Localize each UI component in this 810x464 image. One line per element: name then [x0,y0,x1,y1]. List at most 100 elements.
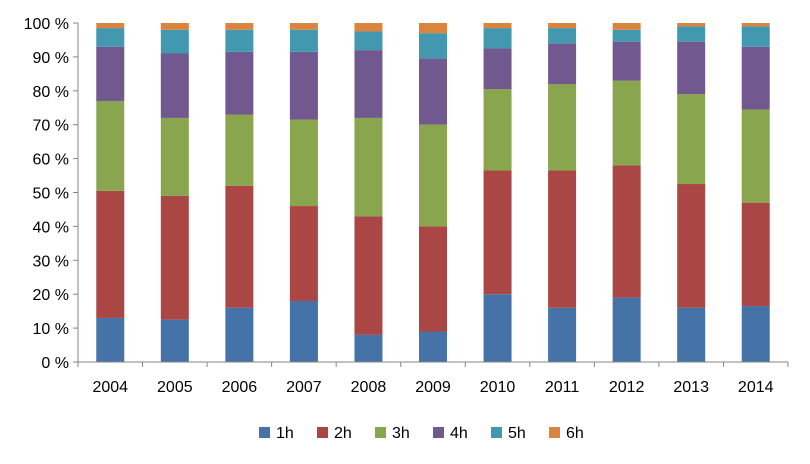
bar-segment-6h-2013 [677,23,706,27]
bar-segment-3h-2010 [483,89,512,171]
y-tick-label: 10 % [33,321,69,338]
x-tick-label: 2010 [480,379,516,396]
legend-label-1h: 1h [276,425,294,442]
bar-segment-1h-2004 [96,317,125,362]
bar-segment-1h-2008 [354,334,383,362]
bar-segment-2h-2008 [354,216,383,335]
bar-segment-5h-2004 [96,28,125,47]
bar-segment-3h-2009 [419,124,447,227]
bar-segment-2h-2009 [419,226,447,332]
x-tick-label: 2005 [157,379,193,396]
y-tick-label: 40 % [33,219,69,236]
bar-segment-1h-2013 [677,307,706,362]
x-tick-label: 2014 [738,379,774,396]
legend-swatch-3h [375,427,386,438]
bar-segment-4h-2005 [160,53,189,118]
legend-label-6h: 6h [566,425,584,442]
legend-label-2h: 2h [334,425,352,442]
bar-segment-2h-2010 [483,170,512,295]
legend-swatch-4h [433,427,444,438]
legend-label-4h: 4h [450,425,468,442]
legend: 1h 2h 3h 4h 5h 6h [259,425,584,442]
bar-segment-4h-2013 [677,41,706,95]
bar-segment-1h-2010 [483,294,512,362]
x-tick-label: 2004 [92,379,128,396]
bar-segment-1h-2007 [289,300,318,362]
bar-segment-2h-2013 [677,184,706,308]
bar-segment-6h-2007 [289,23,318,30]
bar-segment-4h-2009 [419,58,447,125]
bar-segment-4h-2007 [289,51,318,120]
bar-segment-3h-2004 [96,100,125,191]
y-tick-label: 70 % [33,118,69,135]
bar-segment-4h-2012 [612,41,641,81]
bar-segment-3h-2014 [741,109,770,203]
bar-segment-5h-2007 [289,29,318,52]
y-axis-ticks: 0 % 10 % 20 % 30 % 40 % 50 % 60 % 70 % 80 % 90 % 1… [24,16,78,372]
bar-segment-1h-2005 [160,319,189,362]
bar-segment-5h-2011 [548,28,577,44]
bar-segment-1h-2011 [548,307,577,362]
x-tick-label: 2012 [609,379,645,396]
bar-segment-5h-2014 [741,26,770,47]
y-tick-label: 60 % [33,152,69,169]
bar-segment-3h-2011 [548,84,577,171]
x-tick-label: 2013 [673,379,709,396]
bar-segment-1h-2006 [225,307,254,362]
bar-segment-5h-2013 [677,26,706,42]
x-tick-label: 2011 [545,379,580,396]
legend-swatch-6h [549,427,560,438]
bar-segment-1h-2012 [612,297,641,362]
bar-segment-4h-2011 [548,43,577,85]
bar-segment-2h-2011 [548,170,577,308]
bar-segment-4h-2004 [96,46,125,101]
bar-segment-6h-2008 [354,23,383,32]
bar-segment-2h-2006 [225,185,254,308]
bar-segment-4h-2008 [354,50,383,118]
bar-segment-4h-2010 [483,48,512,90]
x-axis-ticks: 2004 2005 2006 2007 2008 2009 2010 2011 2012 2013… [77,362,789,396]
bars [96,23,770,362]
bar-segment-5h-2010 [483,28,512,49]
y-tick-label: 100 % [24,16,69,33]
bar-segment-5h-2006 [225,29,254,52]
bar-segment-2h-2004 [96,190,125,318]
bar-segment-3h-2007 [289,119,318,207]
bar-segment-6h-2005 [160,23,189,30]
bar-segment-6h-2004 [96,23,125,29]
bar-segment-2h-2005 [160,195,189,320]
x-tick-label: 2007 [286,379,322,396]
bar-segment-2h-2012 [612,165,641,298]
bar-segment-5h-2005 [160,29,189,54]
y-tick-label: 20 % [33,287,69,304]
bar-segment-5h-2008 [354,31,383,51]
bar-segment-6h-2006 [225,23,254,30]
bar-segment-3h-2006 [225,114,254,186]
legend-swatch-1h [259,427,270,438]
y-tick-label: 80 % [33,84,69,101]
bar-segment-4h-2014 [741,46,770,110]
bar-segment-2h-2007 [289,206,318,301]
bar-segment-3h-2008 [354,117,383,217]
bar-segment-6h-2011 [548,23,577,29]
legend-label-5h: 5h [508,425,526,442]
bar-segment-1h-2009 [419,331,447,362]
y-tick-label: 90 % [33,50,69,67]
bar-segment-6h-2010 [483,23,512,29]
legend-label-3h: 3h [392,425,410,442]
y-tick-label: 0 % [41,355,69,372]
bar-segment-6h-2009 [419,23,447,34]
y-tick-label: 30 % [33,253,69,270]
x-tick-label: 2009 [415,379,451,396]
bar-segment-5h-2009 [419,33,447,59]
legend-swatch-5h [491,427,502,438]
bar-segment-6h-2014 [741,23,770,27]
bar-segment-3h-2005 [160,117,189,196]
legend-swatch-2h [317,427,328,438]
bar-segment-3h-2012 [612,80,641,166]
bar-segment-5h-2012 [612,29,641,42]
bar-segment-2h-2014 [741,202,770,307]
y-tick-label: 50 % [33,186,69,203]
x-tick-label: 2008 [351,379,387,396]
